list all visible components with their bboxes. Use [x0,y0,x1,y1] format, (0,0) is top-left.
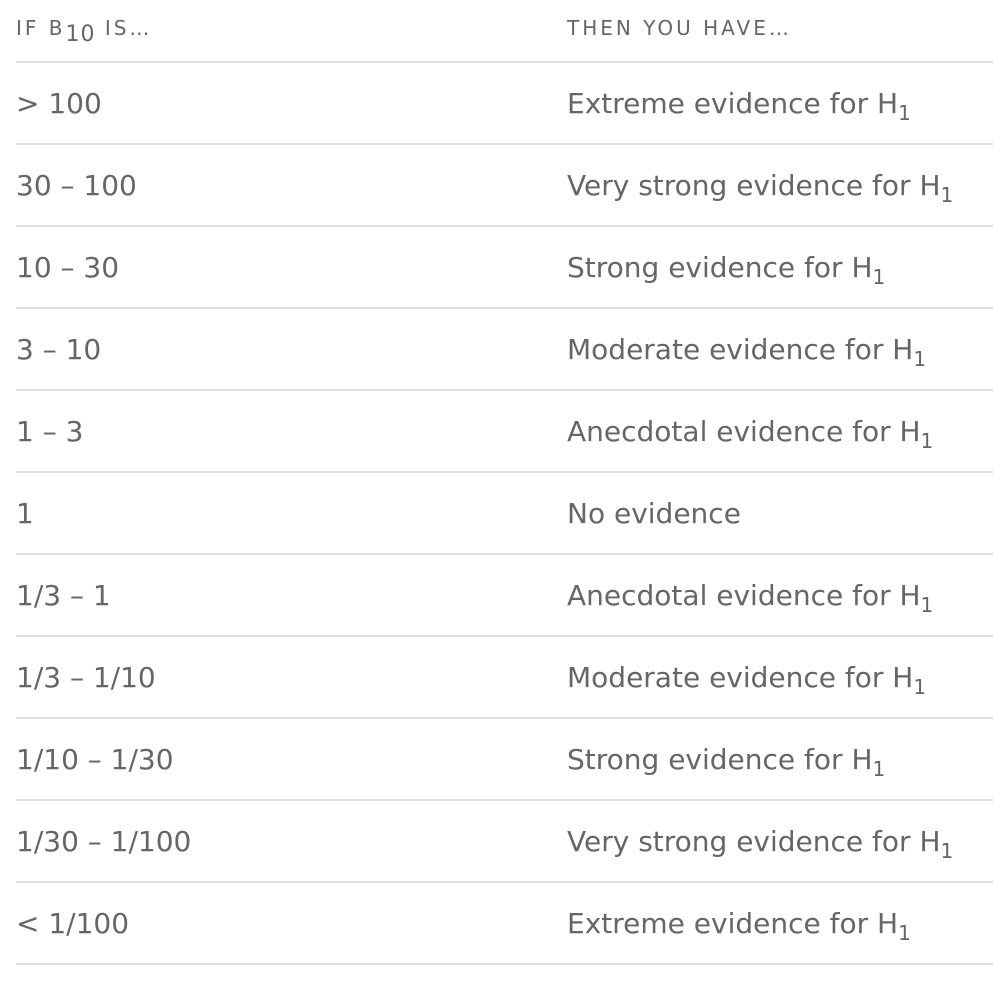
evidence-cell: Very strong evidence for H1 [567,800,993,883]
header-text: IS… [95,16,153,40]
bf-range-cell: 30 – 100 [16,144,567,227]
evidence-subscript: 1 [940,838,954,863]
bf-range-cell: 1 [16,472,567,555]
bf-range-cell: 1 – 3 [16,390,567,473]
evidence-text: Strong evidence for H [567,250,873,284]
evidence-text: Anecdotal evidence for H [567,414,921,448]
bayes-factor-table: IF B10 IS… THEN YOU HAVE… > 100 Extreme e… [16,0,993,965]
bf-range-cell: > 100 [16,62,567,145]
evidence-cell: Anecdotal evidence for H1 [567,554,993,637]
evidence-subscript: 1 [872,264,886,289]
bf-range-cell: 1/3 – 1 [16,554,567,637]
evidence-text: Very strong evidence for H [567,824,941,858]
bf-range-cell: 1/10 – 1/30 [16,718,567,801]
table-header-row: IF B10 IS… THEN YOU HAVE… [16,0,993,63]
evidence-subscript: 1 [913,674,927,699]
evidence-cell: No evidence [567,472,993,555]
table-row: 1/30 – 1/100 Very strong evidence for H1 [16,800,993,883]
evidence-cell: Moderate evidence for H1 [567,308,993,391]
table-row: 1 – 3 Anecdotal evidence for H1 [16,390,993,473]
evidence-subscript: 1 [898,920,911,945]
table-row: 1/10 – 1/30 Strong evidence for H1 [16,718,993,801]
header-interpretation: THEN YOU HAVE… [567,0,993,63]
evidence-cell: Moderate evidence for H1 [567,636,993,719]
evidence-subscript: 1 [920,428,934,453]
evidence-cell: Very strong evidence for H1 [567,144,993,227]
table-row: 3 – 10 Moderate evidence for H1 [16,308,993,391]
table-row: 1/3 – 1/10 Moderate evidence for H1 [16,636,993,719]
evidence-text: Extreme evidence for H [567,906,899,940]
evidence-cell: Strong evidence for H1 [567,226,993,309]
evidence-text: Very strong evidence for H [567,168,941,202]
bf-range-cell: 1/30 – 1/100 [16,800,567,883]
evidence-subscript: 1 [913,346,927,371]
table-row: 1/3 – 1 Anecdotal evidence for H1 [16,554,993,637]
table-row: < 1/100 Extreme evidence for H1 [16,882,993,965]
evidence-text: Anecdotal evidence for H [567,578,921,612]
evidence-subscript: 1 [872,756,886,781]
evidence-subscript: 1 [898,100,911,125]
evidence-cell: Strong evidence for H1 [567,718,993,801]
evidence-text: Strong evidence for H [567,742,873,776]
evidence-text: Moderate evidence for H [567,332,914,366]
bf-range-cell: 1/3 – 1/10 [16,636,567,719]
bf-range-cell: < 1/100 [16,882,567,965]
evidence-cell: Anecdotal evidence for H1 [567,390,993,473]
evidence-subscript: 1 [920,592,934,617]
evidence-text: Moderate evidence for H [567,660,914,694]
table-row: 10 – 30 Strong evidence for H1 [16,226,993,309]
table-row: > 100 Extreme evidence for H1 [16,62,993,145]
bf-range-cell: 3 – 10 [16,308,567,391]
header-text: IF B [16,16,66,40]
evidence-cell: Extreme evidence for H1 [567,62,993,145]
evidence-text: No evidence [567,496,741,530]
header-bf-range: IF B10 IS… [16,0,567,63]
header-subscript: 10 [65,22,96,47]
evidence-subscript: 1 [940,182,954,207]
evidence-text: Extreme evidence for H [567,86,899,120]
table-row: 1 No evidence [16,472,993,555]
bf-range-cell: 10 – 30 [16,226,567,309]
evidence-cell: Extreme evidence for H1 [567,882,993,965]
table-row: 30 – 100 Very strong evidence for H1 [16,144,993,227]
